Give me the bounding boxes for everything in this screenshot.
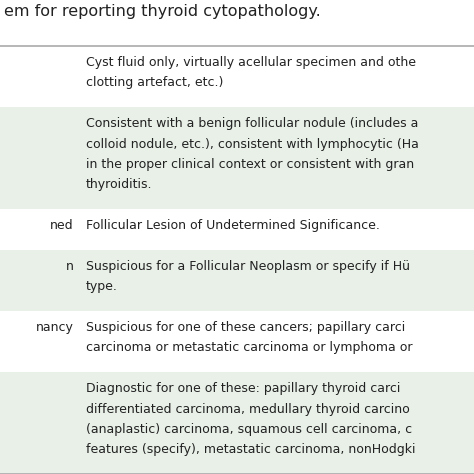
Text: thyroiditis.: thyroiditis. [86, 178, 153, 191]
Text: Follicular Lesion of Undetermined Significance.: Follicular Lesion of Undetermined Signif… [86, 219, 380, 232]
Bar [0, 311, 474, 372]
Text: ned: ned [50, 219, 74, 232]
Text: Suspicious for a Follicular Neoplasm or specify if Hü: Suspicious for a Follicular Neoplasm or … [86, 260, 410, 273]
Text: n: n [66, 260, 74, 273]
Text: Suspicious for one of these cancers; papillary carci: Suspicious for one of these cancers; pap… [86, 321, 405, 334]
Bar [0, 46, 474, 107]
Text: in the proper clinical context or consistent with gran: in the proper clinical context or consis… [86, 158, 414, 171]
Text: Cyst fluid only, virtually acellular specimen and othe: Cyst fluid only, virtually acellular spe… [86, 56, 416, 69]
Text: features (specify), metastatic carcinoma, nonHodgki: features (specify), metastatic carcinoma… [86, 443, 416, 456]
Text: (anaplastic) carcinoma, squamous cell carcinoma, c: (anaplastic) carcinoma, squamous cell ca… [86, 423, 412, 436]
Bar [0, 209, 474, 250]
Bar [0, 250, 474, 311]
Text: Diagnostic for one of these: papillary thyroid carci: Diagnostic for one of these: papillary t… [86, 382, 401, 395]
Text: nancy: nancy [36, 321, 74, 334]
Text: carcinoma or metastatic carcinoma or lymphoma or: carcinoma or metastatic carcinoma or lym… [86, 341, 412, 355]
Bar [0, 107, 474, 209]
Text: Consistent with a benign follicular nodule (includes a: Consistent with a benign follicular nodu… [86, 117, 419, 130]
Bar [0, 372, 474, 474]
Text: clotting artefact, etc.): clotting artefact, etc.) [86, 76, 223, 90]
Text: type.: type. [86, 280, 118, 293]
Text: colloid nodule, etc.), consistent with lymphocytic (Ha: colloid nodule, etc.), consistent with l… [86, 137, 419, 151]
Text: em for reporting thyroid cytopathology.: em for reporting thyroid cytopathology. [4, 4, 321, 19]
Text: differentiated carcinoma, medullary thyroid carcino: differentiated carcinoma, medullary thyr… [86, 402, 410, 416]
